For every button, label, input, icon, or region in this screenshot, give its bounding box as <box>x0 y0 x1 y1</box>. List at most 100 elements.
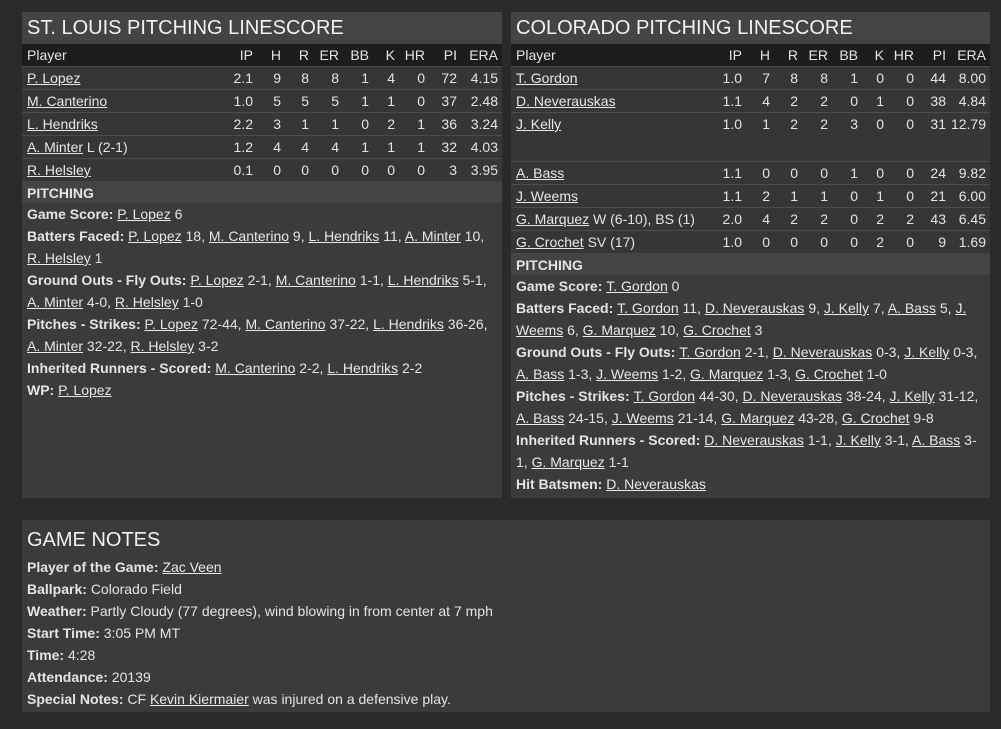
player-link[interactable]: R. Helsley <box>27 250 91 266</box>
player-link[interactable]: R. Helsley <box>27 162 91 178</box>
player-link[interactable]: T. Gordon <box>606 278 668 294</box>
player-link[interactable]: L. Hendriks <box>327 360 399 376</box>
player-link[interactable]: G. Crochet <box>683 322 751 338</box>
stat-h: 4 <box>746 207 774 231</box>
player-link[interactable]: M. Canterino <box>245 316 326 332</box>
player-link[interactable]: M. Canterino <box>215 360 296 376</box>
player-link[interactable]: D. Neverauskas <box>772 344 873 360</box>
player-link[interactable]: T. Gordon <box>516 70 578 86</box>
player-link[interactable]: G. Marquez <box>531 454 605 470</box>
stat-era: 8.00 <box>950 66 990 90</box>
table-row: A. Minter L (2-1) 1.2 4 4 4 1 1 1 32 4.03 <box>22 135 502 159</box>
player-link[interactable]: M. Canterino <box>27 93 108 109</box>
player-link[interactable]: Kevin Kiermaier <box>149 691 249 707</box>
player-link[interactable]: G. Crochet <box>841 410 910 426</box>
stat-bb: 1 <box>832 66 862 90</box>
player-link[interactable]: R. Helsley <box>130 338 195 354</box>
player-link[interactable]: T. Gordon <box>633 388 695 404</box>
column-header-hr: HR <box>399 44 429 67</box>
stat-ip: 1.2 <box>217 135 257 159</box>
player-link[interactable]: J. Weems <box>516 300 967 338</box>
player-link[interactable]: A. Minter <box>27 294 84 310</box>
stat-pi: 38 <box>918 89 950 113</box>
player-link[interactable]: A. Bass <box>912 432 961 448</box>
player-link[interactable]: G. Crochet <box>795 366 863 382</box>
note-value: 1-3, <box>763 366 796 382</box>
table-row: D. Neverauskas 1.1 4 2 2 0 1 0 38 4.84 <box>511 89 990 113</box>
player-link[interactable]: J. Kelly <box>835 432 881 448</box>
player-link[interactable]: P. Lopez <box>190 272 244 288</box>
player-link[interactable]: A. Minter <box>27 139 84 155</box>
player-link[interactable]: A. Bass <box>516 410 565 426</box>
player-link[interactable]: D. Neverauskas <box>704 300 805 316</box>
player-link[interactable]: P. Lopez <box>144 316 198 332</box>
player-link[interactable]: J. Kelly <box>889 388 935 404</box>
player-link[interactable]: J. Kelly <box>516 116 562 132</box>
player-link[interactable]: A. Bass <box>516 366 565 382</box>
player-link[interactable]: J. Kelly <box>823 300 870 316</box>
stat-era: 9.82 <box>950 161 990 185</box>
note-value: 1-3, <box>564 366 597 382</box>
player-link[interactable]: D. Neverauskas <box>516 93 616 109</box>
player-link[interactable]: G. Marquez <box>516 211 590 227</box>
player-link[interactable]: J. Kelly <box>904 344 950 360</box>
table-row: G. Crochet SV (17) 1.0 0 0 0 0 2 0 9 1.69 <box>511 230 990 253</box>
player-cell: A. Bass <box>511 161 706 185</box>
player-link[interactable]: L. Hendriks <box>373 316 444 332</box>
note-value: 1-1, <box>803 432 836 448</box>
player-link[interactable]: G. Marquez <box>721 410 795 426</box>
player-link[interactable]: J. Weems <box>596 366 659 382</box>
player-link[interactable]: G. Crochet <box>516 234 584 250</box>
player-cell: L. Hendriks <box>22 112 217 136</box>
player-link[interactable]: L. Hendriks <box>308 228 380 244</box>
player-link[interactable]: A. Minter <box>27 338 84 354</box>
player-link[interactable]: T. Gordon <box>679 344 741 360</box>
note-line: Hit Batsmen: D. Neverauskas <box>516 473 985 495</box>
stat-hr: 0 <box>888 66 918 90</box>
player-link[interactable]: A. Bass <box>887 300 936 316</box>
player-link[interactable]: R. Helsley <box>114 294 179 310</box>
player-link[interactable]: G. Marquez <box>690 366 764 382</box>
stat-hr: 1 <box>399 112 429 136</box>
player-link[interactable]: D. Neverauskas <box>742 388 843 404</box>
player-link[interactable]: P. Lopez <box>128 228 182 244</box>
player-link[interactable]: T. Gordon <box>617 300 679 316</box>
stat-era: 4.84 <box>950 89 990 113</box>
player-link[interactable]: P. Lopez <box>27 70 81 86</box>
stat-bb: 1 <box>343 135 373 159</box>
player-link[interactable]: A. Minter <box>404 228 461 244</box>
stat-ip: 1.0 <box>706 66 746 90</box>
stat-r: 5 <box>285 89 313 113</box>
stat-ip: 1.0 <box>217 89 257 113</box>
player-link[interactable]: D. Neverauskas <box>704 432 804 448</box>
stat-r: 1 <box>285 112 313 136</box>
stat-h: 2 <box>746 184 774 208</box>
panel-title: COLORADO PITCHING LINESCORE <box>511 12 990 44</box>
player-link[interactable]: M. Canterino <box>208 228 290 244</box>
player-link[interactable]: Zac Veen <box>162 559 222 575</box>
note-line: Pitches - Strikes: T. Gordon 44-30, D. N… <box>516 385 985 429</box>
note-value: 9-8 <box>909 410 934 426</box>
player-link[interactable]: P. Lopez <box>117 206 171 222</box>
stat-r: 1 <box>774 184 802 208</box>
note-value: 36-26, <box>443 316 488 332</box>
player-link[interactable]: L. Hendriks <box>387 272 459 288</box>
player-link[interactable]: A. Bass <box>516 165 565 181</box>
stat-er: 4 <box>313 135 343 159</box>
player-link[interactable]: J. Weems <box>611 410 674 426</box>
stat-bb: 1 <box>832 161 862 185</box>
stat-ip: 2.0 <box>706 207 746 231</box>
stat-er: 2 <box>802 89 832 113</box>
player-link[interactable]: P. Lopez <box>58 382 112 398</box>
column-header-r: R <box>285 44 313 67</box>
stat-er: 1 <box>313 112 343 136</box>
player-link[interactable]: J. Weems <box>516 188 578 204</box>
player-link[interactable]: M. Canterino <box>275 272 356 288</box>
panel-title: GAME NOTES <box>22 520 990 556</box>
player-link[interactable]: L. Hendriks <box>27 116 98 132</box>
table-row: A. Bass 1.1 0 0 0 1 0 0 24 9.82 <box>511 161 990 185</box>
stat-bb: 0 <box>832 89 862 113</box>
note-line: Batters Faced: T. Gordon 11, D. Neveraus… <box>516 297 985 341</box>
player-link[interactable]: G. Marquez <box>582 322 656 338</box>
player-link[interactable]: D. Neverauskas <box>606 476 706 492</box>
